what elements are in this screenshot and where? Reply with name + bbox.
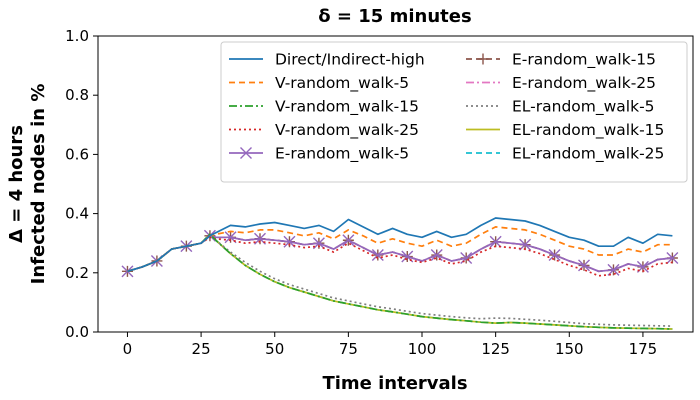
legend-item-el-random-walk-15: EL-random_walk-15 <box>466 121 664 140</box>
legend-item-e-random-walk-5: E-random_walk-5 <box>229 145 409 164</box>
legend-label: E-random_walk-15 <box>512 51 656 70</box>
y-tick-label: 0.2 <box>65 264 89 282</box>
legend-marker <box>477 53 489 65</box>
series-direct-indirect-high <box>127 217 673 273</box>
series-marker <box>121 265 134 278</box>
y-tick-label: 0.4 <box>65 205 89 223</box>
series-marker <box>489 235 502 248</box>
x-tick-label: 175 <box>629 340 658 358</box>
y-tick-label: 0.8 <box>65 86 89 104</box>
series-marker <box>371 249 384 262</box>
legend-item-e-random-walk-25: E-random_walk-25 <box>466 74 656 93</box>
y-tick-label: 0.0 <box>65 323 89 341</box>
series-layer <box>121 217 679 330</box>
series-marker <box>312 237 325 250</box>
legend-label: EL-random_walk-15 <box>512 121 664 140</box>
y-axis: 0.0 0.2 0.4 0.6 0.8 1.0 <box>65 27 98 341</box>
legend-item-v-random-walk-15: V-random_walk-15 <box>229 98 419 117</box>
series-marker <box>666 252 679 264</box>
chart-title: δ = 15 minutes <box>318 6 471 27</box>
legend-label: E-random_walk-5 <box>275 145 409 164</box>
legend-item-e-random-walk-15: E-random_walk-15 <box>466 51 656 70</box>
x-tick-label: 75 <box>339 340 358 358</box>
legend-label: Direct/Indirect-high <box>275 51 425 69</box>
legend-label: V-random_walk-5 <box>275 74 409 93</box>
series-line-direct-indirect-high <box>127 217 673 273</box>
series-marker <box>342 234 355 247</box>
x-tick-label: 50 <box>265 340 284 358</box>
x-tick-label: 25 <box>192 340 211 358</box>
x-tick-label: 100 <box>408 340 437 358</box>
legend-item-el-random-walk-25: EL-random_walk-25 <box>466 145 664 164</box>
x-tick-label: 0 <box>123 340 133 358</box>
legend-label: E-random_walk-25 <box>512 74 656 93</box>
y-axis-title-line1: Δ = 4 hours <box>6 125 27 243</box>
legend-label: V-random_walk-15 <box>275 98 419 117</box>
series-marker <box>283 235 296 248</box>
series-marker <box>460 252 473 264</box>
legend-item-v-random-walk-25: V-random_walk-25 <box>229 121 419 140</box>
legend-label: V-random_walk-25 <box>275 121 419 140</box>
legend-item-v-random-walk-5: V-random_walk-5 <box>229 74 409 93</box>
x-tick-label: 125 <box>481 340 510 358</box>
legend-item-direct-indirect-high: Direct/Indirect-high <box>229 51 425 69</box>
series-v-random-walk-15 <box>127 233 673 330</box>
y-axis-title-line2: Infected nodes in % <box>28 84 49 285</box>
legend-label: EL-random_walk-25 <box>512 145 664 164</box>
series-line-v-random-walk-15 <box>127 233 673 330</box>
x-tick-label: 150 <box>555 340 584 358</box>
legend-box <box>220 41 688 183</box>
series-marker <box>519 238 532 251</box>
series-marker <box>607 263 620 276</box>
series-line-e-random-walk-5 <box>127 234 673 273</box>
legend-item-el-random-walk-5: EL-random_walk-5 <box>466 98 655 117</box>
plot-frame <box>97 35 694 333</box>
series-marker <box>548 249 561 262</box>
legend-marker <box>240 147 252 159</box>
y-tick-label: 0.6 <box>65 145 89 163</box>
x-axis: 0 25 50 75 100 125 150 175 <box>123 332 658 358</box>
legend: Direct/Indirect-high V-random_walk-5 V-ran… <box>220 41 688 183</box>
legend-label: EL-random_walk-5 <box>512 98 655 117</box>
x-axis-title: Time intervals <box>322 373 467 394</box>
y-tick-label: 1.0 <box>65 27 89 45</box>
